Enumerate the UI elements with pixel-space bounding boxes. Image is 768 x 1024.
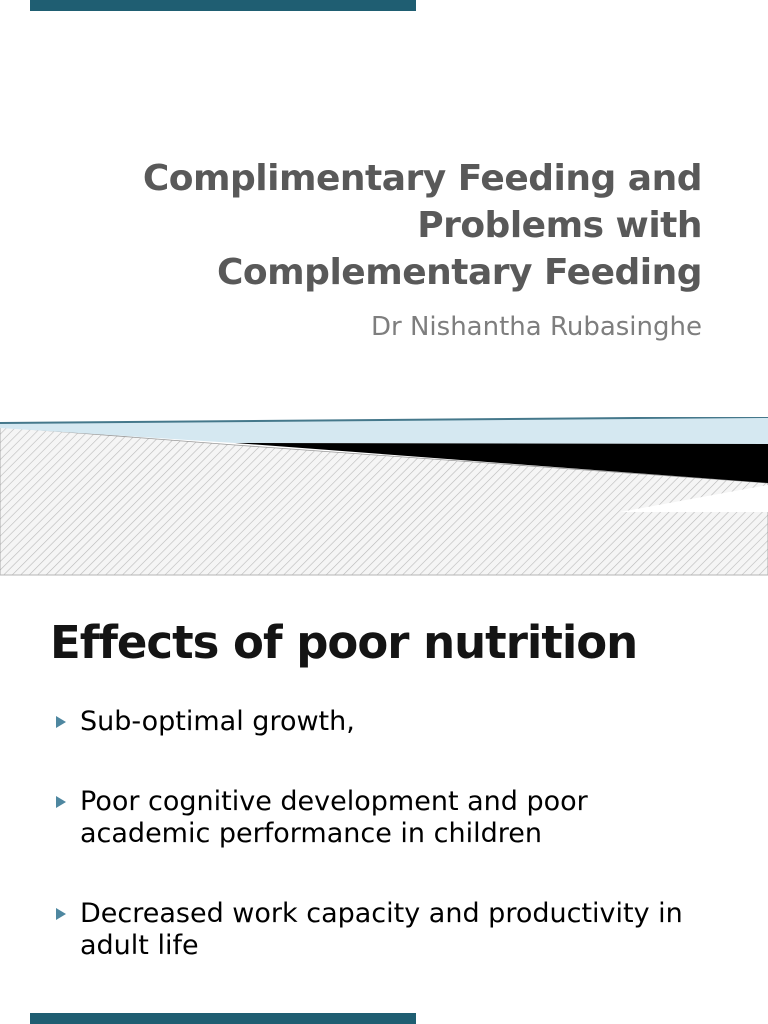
band-white-wedge bbox=[620, 485, 768, 512]
triangle-right-icon bbox=[56, 908, 66, 920]
bullet-text: Decreased work capacity and productivity… bbox=[80, 898, 683, 961]
slide-subtitle: Dr Nishantha Rubasinghe bbox=[371, 312, 702, 342]
bullet-item: Poor cognitive development and poor acad… bbox=[56, 786, 738, 850]
triangle-right-icon bbox=[56, 716, 66, 728]
triangle-right-icon bbox=[56, 796, 66, 808]
bullet-text: Sub-optimal growth, bbox=[80, 706, 355, 737]
bullet-item: Decreased work capacity and productivity… bbox=[56, 898, 738, 962]
band-black-wedge bbox=[235, 443, 768, 483]
band-lightblue-wedge bbox=[0, 417, 768, 444]
bullet-item: Sub-optimal growth, bbox=[56, 706, 738, 738]
slide-title-line-1: Complimentary Feeding and bbox=[142, 158, 703, 199]
slide-title-line-3: Complementary Feeding bbox=[217, 252, 702, 293]
band-hatch-texture bbox=[0, 426, 768, 576]
bottom-accent-bar bbox=[30, 1013, 416, 1024]
band-top-line bbox=[0, 417, 768, 424]
slide-title-line-2: Problems with bbox=[417, 205, 702, 246]
top-accent-bar bbox=[30, 0, 416, 11]
slide-title: Complimentary Feeding and Problems with … bbox=[40, 155, 703, 296]
bullet-text: Poor cognitive development and poor acad… bbox=[80, 786, 588, 849]
decorative-band bbox=[0, 417, 768, 576]
content-heading: Effects of poor nutrition bbox=[50, 616, 638, 669]
